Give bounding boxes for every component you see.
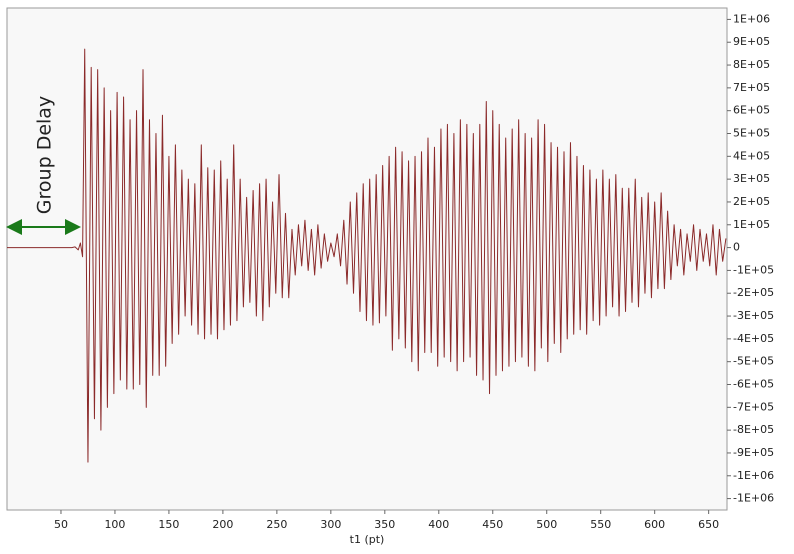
y-tick-label: -2E+05 [733, 286, 774, 299]
x-tick-label: 550 [590, 518, 611, 531]
y-tick-label: -1E+05 [733, 263, 774, 276]
y-tick-label: 2E+05 [733, 195, 770, 208]
x-tick-label: 600 [644, 518, 665, 531]
x-tick-label: 50 [54, 518, 68, 531]
x-tick-label: 650 [698, 518, 719, 531]
x-tick-label: 150 [158, 518, 179, 531]
y-tick-label: 1E+05 [733, 218, 770, 231]
y-tick-label: 6E+05 [733, 104, 770, 117]
annotation: Group Delay [34, 96, 56, 214]
y-tick-label: 7E+05 [733, 81, 770, 94]
x-tick-label: 300 [320, 518, 341, 531]
y-tick-label: 3E+05 [733, 172, 770, 185]
y-tick-label: -6E+05 [733, 378, 774, 391]
y-tick-label: -8E+05 [733, 423, 774, 436]
y-tick-label: -7E+05 [733, 400, 774, 413]
x-tick-label: 400 [428, 518, 449, 531]
y-tick-label: -5E+05 [733, 355, 774, 368]
x-tick-label: 350 [374, 518, 395, 531]
y-tick-label: -3E+05 [733, 309, 774, 322]
y-tick-label: -4E+05 [733, 332, 774, 345]
x-tick-label: 200 [212, 518, 233, 531]
plot [7, 48, 727, 463]
y-tick-label: 9E+05 [733, 35, 770, 48]
y-tick-label: 4E+05 [733, 149, 770, 162]
y-tick-label: 0 [733, 241, 740, 254]
y-tick-label: -1E+06 [733, 469, 774, 482]
y-tick-label: -1E+06 [733, 492, 774, 505]
x-axis-label: t1 (pt) [350, 533, 385, 546]
y-tick-label: 5E+05 [733, 127, 770, 140]
y-tick-label: -9E+05 [733, 446, 774, 459]
x-tick-label: 250 [266, 518, 287, 531]
y-tick-label: 8E+05 [733, 58, 770, 71]
x-tick-label: 100 [104, 518, 125, 531]
x-tick-label: 500 [536, 518, 557, 531]
x-tick-label: 450 [482, 518, 503, 531]
y-tick-label: 1E+06 [733, 12, 770, 25]
signal-line [7, 48, 727, 463]
